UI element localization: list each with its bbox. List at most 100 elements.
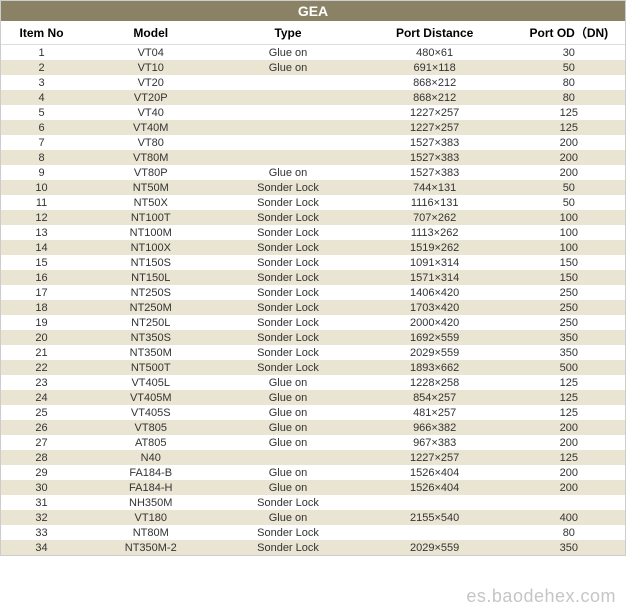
table-row: 7VT80 1527×383200 [1,135,625,150]
data-table: Item NoModelTypePort DistancePort OD（DN)… [1,21,625,555]
cell-od: 150 [513,270,625,285]
table-row: 15NT150SSonder Lock1091×314150 [1,255,625,270]
cell-no: 3 [1,75,82,90]
cell-model: NT150S [82,255,219,270]
cell-model: NT50M [82,180,219,195]
cell-model: N40 [82,450,219,465]
cell-od: 100 [513,210,625,225]
cell-dist: 1527×383 [357,135,513,150]
table-row: 9VT80PGlue on1527×383200 [1,165,625,180]
cell-type: Sonder Lock [219,180,356,195]
cell-type [219,135,356,150]
cell-od: 30 [513,45,625,61]
cell-dist: 1227×257 [357,450,513,465]
cell-dist: 1406×420 [357,285,513,300]
cell-type: Glue on [219,420,356,435]
cell-dist: 868×212 [357,75,513,90]
table-row: 8VT80M1527×383200 [1,150,625,165]
cell-model: VT80 [82,135,219,150]
cell-type: Sonder Lock [219,525,356,540]
cell-no: 17 [1,285,82,300]
cell-no: 7 [1,135,82,150]
cell-dist: 1519×262 [357,240,513,255]
cell-no: 6 [1,120,82,135]
cell-type: Sonder Lock [219,195,356,210]
table-row: 26VT805Glue on966×382200 [1,420,625,435]
cell-model: NT100X [82,240,219,255]
cell-no: 14 [1,240,82,255]
table-row: 20NT350SSonder Lock1692×559350 [1,330,625,345]
cell-od: 100 [513,240,625,255]
cell-od: 200 [513,420,625,435]
cell-type: Glue on [219,60,356,75]
table-row: 32VT180Glue on2155×540400 [1,510,625,525]
cell-od: 150 [513,255,625,270]
cell-type: Glue on [219,45,356,61]
cell-dist: 868×212 [357,90,513,105]
cell-dist [357,495,513,510]
cell-no: 32 [1,510,82,525]
cell-type [219,105,356,120]
cell-type: Glue on [219,375,356,390]
cell-dist: 2029×559 [357,540,513,555]
cell-model: VT405M [82,390,219,405]
cell-model: VT80P [82,165,219,180]
cell-no: 9 [1,165,82,180]
cell-dist: 744×131 [357,180,513,195]
cell-no: 10 [1,180,82,195]
column-header: Port OD（DN) [513,21,625,45]
cell-dist: 691×118 [357,60,513,75]
table-row: 23VT405LGlue on1228×258125 [1,375,625,390]
cell-od: 200 [513,135,625,150]
cell-od: 400 [513,510,625,525]
cell-od: 125 [513,450,625,465]
cell-type: Sonder Lock [219,315,356,330]
cell-no: 18 [1,300,82,315]
cell-type: Sonder Lock [219,360,356,375]
table-body: 1VT04Glue on480×61302VT10Glue on691×1185… [1,45,625,556]
cell-model: VT40M [82,120,219,135]
cell-type: Glue on [219,390,356,405]
table-row: 28N401227×257125 [1,450,625,465]
cell-od: 200 [513,465,625,480]
cell-no: 34 [1,540,82,555]
cell-model: NT350S [82,330,219,345]
cell-model: NT250M [82,300,219,315]
cell-od: 200 [513,480,625,495]
cell-od: 80 [513,90,625,105]
cell-dist: 2000×420 [357,315,513,330]
cell-od: 200 [513,165,625,180]
cell-model: NH350M [82,495,219,510]
cell-type: Glue on [219,405,356,420]
cell-model: NT250L [82,315,219,330]
table-row: 1VT04Glue on480×6130 [1,45,625,61]
cell-no: 22 [1,360,82,375]
cell-type: Glue on [219,435,356,450]
table-row: 2VT10Glue on691×11850 [1,60,625,75]
table-row: 34NT350M-2Sonder Lock2029×559350 [1,540,625,555]
cell-od: 250 [513,285,625,300]
cell-od: 125 [513,120,625,135]
table-row: 25VT405SGlue on481×257125 [1,405,625,420]
cell-model: NT100T [82,210,219,225]
cell-dist: 1227×257 [357,105,513,120]
cell-dist: 1893×662 [357,360,513,375]
cell-model: NT150L [82,270,219,285]
cell-od: 200 [513,435,625,450]
cell-dist: 1228×258 [357,375,513,390]
cell-od: 125 [513,105,625,120]
cell-dist: 1527×383 [357,150,513,165]
cell-type [219,150,356,165]
cell-dist [357,525,513,540]
cell-type: Glue on [219,165,356,180]
cell-od: 50 [513,195,625,210]
table-row: 14NT100XSonder Lock1519×262100 [1,240,625,255]
cell-no: 8 [1,150,82,165]
cell-model: FA184-H [82,480,219,495]
cell-type: Glue on [219,480,356,495]
cell-od: 250 [513,300,625,315]
cell-type: Sonder Lock [219,285,356,300]
cell-type: Sonder Lock [219,270,356,285]
cell-model: NT50X [82,195,219,210]
cell-no: 11 [1,195,82,210]
